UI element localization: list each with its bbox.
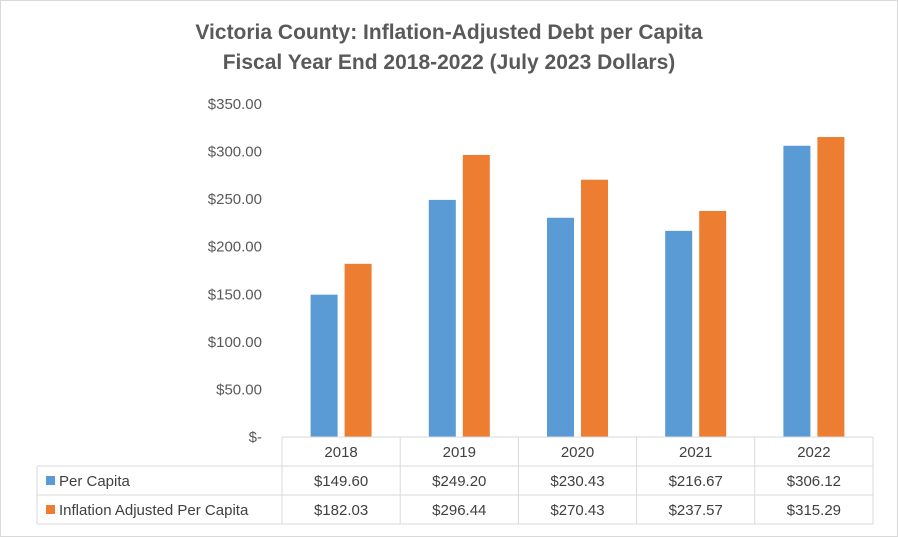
y-tick-label: $350.00 — [208, 96, 262, 113]
legend-label: Inflation Adjusted Per Capita — [59, 502, 249, 519]
chart-title: Victoria County: Inflation-Adjusted Debt… — [195, 21, 703, 44]
bar-per-capita-2018 — [310, 294, 338, 437]
data-table-value: $230.43 — [550, 473, 604, 490]
bar-per-capita-2019 — [428, 199, 456, 437]
y-tick-label: $- — [249, 429, 262, 446]
bar-inflation-adjusted-2019 — [462, 154, 490, 438]
bar-per-capita-2022 — [783, 145, 811, 437]
data-table-value: $315.29 — [787, 502, 841, 519]
data-table-value: $182.03 — [314, 502, 368, 519]
data-table-value: $149.60 — [314, 473, 368, 490]
bar-inflation-adjusted-2021 — [699, 210, 727, 437]
y-tick-label: $50.00 — [216, 381, 262, 398]
bar-per-capita-2020 — [547, 217, 574, 437]
y-tick-label: $100.00 — [208, 334, 262, 351]
y-tick-label: $250.00 — [208, 191, 262, 208]
x-tick-label: 2022 — [797, 444, 830, 461]
data-table-value: $296.44 — [432, 502, 486, 519]
data-table-value: $306.12 — [787, 473, 841, 490]
x-tick-label: 2021 — [679, 444, 712, 461]
data-table-value: $249.20 — [432, 473, 486, 490]
y-axis: $- $50.00 $100.00 $150.00 $200.00 $250.00 $300… — [208, 96, 262, 446]
legend-label: Per Capita — [59, 473, 131, 490]
y-tick-label: $300.00 — [208, 144, 262, 161]
bar-inflation-adjusted-2022 — [817, 137, 845, 437]
y-tick-label: $200.00 — [208, 239, 262, 256]
chart-subtitle: Fiscal Year End 2018-2022 (July 2023 Dol… — [222, 51, 676, 74]
legend-swatch — [46, 476, 55, 485]
data-table-value: $216.67 — [669, 473, 723, 490]
data-table: 2018 2019 2020 2021 2022 Per Capita $149.60 $24… — [36, 436, 874, 525]
bar-inflation-adjusted-2020 — [581, 179, 608, 437]
bars — [310, 137, 845, 438]
data-table-value: $270.43 — [550, 502, 604, 519]
legend-swatch — [46, 505, 55, 514]
bar-per-capita-2021 — [665, 230, 693, 437]
x-tick-label: 2019 — [443, 444, 476, 461]
x-tick-label: 2018 — [324, 444, 357, 461]
y-tick-label: $150.00 — [208, 286, 262, 303]
bar-inflation-adjusted-2018 — [344, 263, 372, 437]
x-tick-label: 2020 — [561, 444, 594, 461]
data-table-value: $237.57 — [669, 502, 723, 519]
chart-title-block: Victoria County: Inflation-Adjusted Debt… — [0, 18, 898, 78]
